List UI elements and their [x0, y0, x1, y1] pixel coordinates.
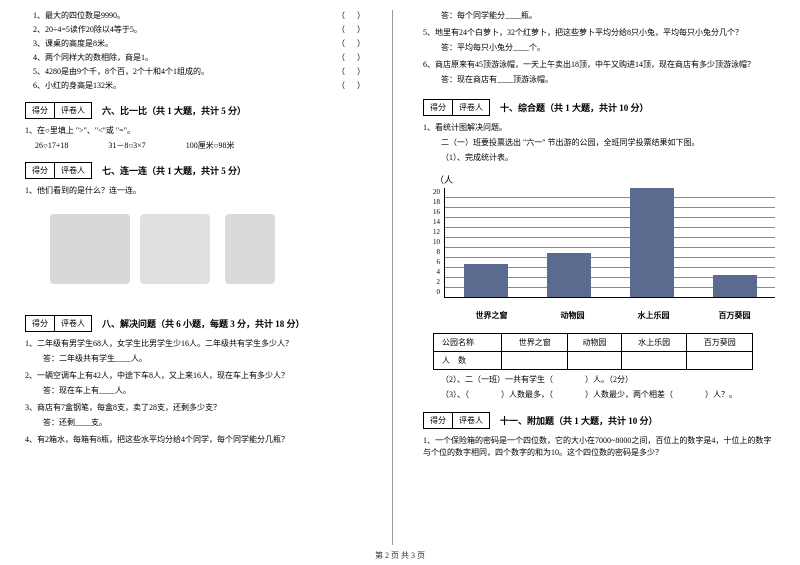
q11: 1、一个保险箱的密码是一个四位数，它的大小在7000~8000之间，百位上的数字…	[423, 435, 775, 459]
q8-4: 4、有2箱水，每箱有8瓶，把这些水平均分给4个同学，每个同学能分几瓶？	[25, 434, 377, 446]
score-box: 得分 评卷人	[25, 102, 92, 119]
y-axis: 20181614121086420	[433, 188, 444, 296]
tf-item: 5、4280是由9个千，8个百，2个十和4个1组成的。（ ）	[25, 66, 377, 77]
tf-item: 6、小红的身高是132米。（ ）	[25, 80, 377, 91]
x-axis: 世界之窗动物园水上乐园百万葵园	[433, 310, 775, 321]
a8-4: 答：每个同学能分____瓶。	[423, 10, 775, 21]
section-10-title: 十、综合题（共 1 大题，共计 10 分）	[500, 101, 649, 114]
section-11-title: 十一、附加题（共 1 大题，共计 10 分）	[500, 414, 658, 427]
q10-1a: 二（一）班要投票选出 "六一" 节出游的公园，全班同学投票结果如下图。	[423, 137, 775, 149]
tf-item: 3、课桌的高度是8米。（ ）	[25, 38, 377, 49]
paren: （ ）	[337, 10, 367, 21]
paren: （ ）	[337, 66, 367, 77]
paren: （ ）	[337, 38, 367, 49]
q8-6: 6、商店原来有45顶游泳帽，一天上午卖出18顶，中午又购进14顶，现在商店有多少…	[423, 59, 775, 71]
stats-table: 公园名称世界之窗动物园水上乐园百万葵园 人 数	[433, 333, 753, 370]
a8-1: 答：二年级共有学生____人。	[25, 353, 377, 364]
a8-2: 答：现在车上有____人。	[25, 385, 377, 396]
connect-image	[35, 204, 377, 299]
compare-row: 26○17+1831－8○3×7100厘米○98米	[25, 140, 377, 151]
tf-item: 2、20÷4=5读作20除以4等于5。（ ）	[25, 24, 377, 35]
score-box: 得分 评卷人	[25, 162, 92, 179]
y-axis-label: （人	[433, 173, 775, 186]
score-box: 得分 评卷人	[423, 412, 490, 429]
section-6-title: 六、比一比（共 1 大题，共计 5 分）	[102, 104, 246, 117]
paren: （ ）	[337, 80, 367, 91]
section-7-title: 七、连一连（共 1 大题，共计 5 分）	[102, 164, 246, 177]
chart-grid	[444, 188, 775, 298]
q8-2: 2、一辆空调车上有42人，中途下车8人，又上来16人，现在车上有多少人？	[25, 370, 377, 382]
score-box: 得分 评卷人	[25, 315, 92, 332]
tf-item: 4、两个同样大的数相除，商是1。（ ）	[25, 52, 377, 63]
page-footer: 第 2 页 共 3 页	[0, 550, 800, 561]
q10-3: （3）、（ ）人数最多，（ ）人数最少，两个相差（ ）人？。	[423, 389, 775, 401]
bar	[464, 264, 508, 297]
q10-2: （2）、二（一班）一共有学生（ ）人。（2分）	[423, 374, 775, 386]
q10-1b: （1）、完成统计表。	[423, 152, 775, 164]
a8-5: 答：平均每只小兔分____个。	[423, 42, 775, 53]
section-8-title: 八、解决问题（共 6 小题，每题 3 分，共计 18 分）	[102, 317, 305, 330]
q8-5: 5、地里有24个白萝卜，32个红萝卜，把这些萝卜平均分给8只小兔，平均每只小兔分…	[423, 27, 775, 39]
paren: （ ）	[337, 24, 367, 35]
bar	[713, 275, 757, 297]
a8-3: 答：还剩____支。	[25, 417, 377, 428]
score-cell: 得分	[25, 102, 55, 119]
left-column: 1、最大的四位数是9990。（ ） 2、20÷4=5读作20除以4等于5。（ ）…	[25, 10, 393, 545]
tf-item: 1、最大的四位数是9990。（ ）	[25, 10, 377, 21]
a8-6: 答：现在商店有____顶游泳帽。	[423, 74, 775, 85]
q8-3: 3、商店有7盒钢笔，每盒8支，卖了28支，还剩多少支？	[25, 402, 377, 414]
q8-1: 1、二年级有男学生68人，女学生比男学生少16人。二年级共有学生多少人？	[25, 338, 377, 350]
paren: （ ）	[337, 52, 367, 63]
q10-1: 1、看统计图解决问题。	[423, 122, 775, 134]
bar	[547, 253, 591, 297]
right-column: 答：每个同学能分____瓶。 5、地里有24个白萝卜，32个红萝卜，把这些萝卜平…	[423, 10, 775, 545]
score-box: 得分 评卷人	[423, 99, 490, 116]
bar	[630, 188, 674, 297]
tf-list: 1、最大的四位数是9990。（ ） 2、20÷4=5读作20除以4等于5。（ ）…	[25, 10, 377, 94]
q7-1: 1、他们看到的是什么？连一连。	[25, 185, 377, 197]
score-cell: 评卷人	[55, 102, 92, 119]
bar-chart: （人 20181614121086420 世界之窗动物园水上乐园百万葵园	[433, 173, 775, 321]
q6-1: 1、在○里填上 ">"、"<"或 "="。	[25, 125, 377, 137]
